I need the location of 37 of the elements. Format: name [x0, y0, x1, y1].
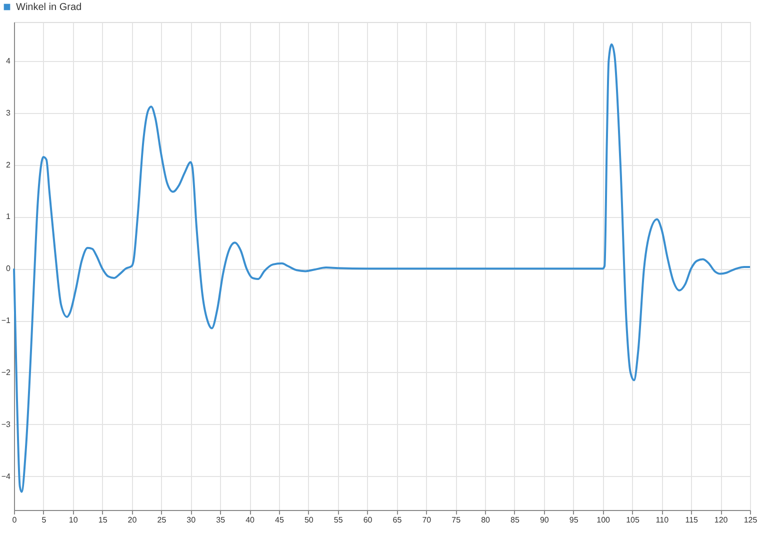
y-tick-label: 3	[6, 108, 12, 118]
x-tick-label: 85	[510, 516, 520, 524]
x-tick-label: 110	[656, 516, 670, 524]
x-tick-label: 120	[714, 516, 728, 524]
x-tick-label: 10	[68, 516, 78, 524]
x-tick-label: 55	[334, 516, 344, 524]
y-tick-label: −3	[1, 420, 12, 429]
x-tick-label: 0	[12, 516, 18, 524]
x-tick-label: 115	[685, 516, 699, 524]
x-tick-label: 60	[363, 516, 373, 524]
x-tick-label: 5	[42, 516, 47, 524]
x-tick-label: 80	[481, 516, 491, 524]
y-tick-label: 0	[6, 264, 12, 274]
y-tick-label: 1	[6, 212, 12, 222]
x-tick-label: 75	[452, 516, 462, 524]
x-tick-label: 100	[596, 516, 611, 524]
y-tick-label: 2	[6, 160, 12, 170]
x-tick-label: 15	[98, 516, 108, 524]
line-series	[13, 43, 751, 493]
x-tick-label: 50	[304, 516, 314, 524]
x-tick-label: 90	[540, 516, 550, 524]
y-tick-label: 4	[6, 56, 12, 66]
x-tick-label: 30	[186, 516, 196, 524]
x-tick-label: 125	[744, 516, 758, 524]
x-tick-label: 20	[128, 516, 138, 524]
legend-label: Winkel in Grad	[16, 2, 82, 13]
x-tick-label: 105	[626, 516, 640, 524]
x-tick-label: 25	[157, 516, 167, 524]
y-tick-label: −4	[1, 472, 12, 481]
x-tick-label: 40	[246, 516, 256, 524]
y-tick-label: −2	[1, 368, 12, 377]
x-tick-label: 35	[216, 516, 226, 524]
x-tick-label: 65	[392, 516, 402, 524]
x-tick-label: 95	[569, 516, 579, 524]
x-tick-label: 45	[275, 516, 284, 524]
x-tick-label: 70	[422, 516, 432, 524]
y-tick-label: −1	[1, 316, 12, 326]
